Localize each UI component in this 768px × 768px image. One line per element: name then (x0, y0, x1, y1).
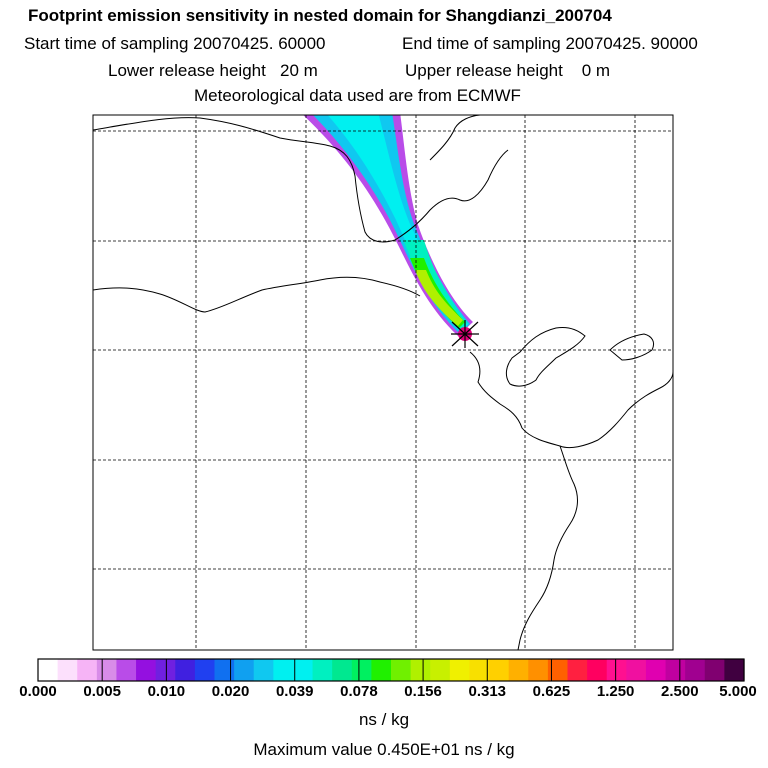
colorbar-tick-label: 5.000 (719, 683, 757, 700)
colorbar-cell (351, 659, 372, 681)
colorbar-cell (645, 659, 667, 681)
colorbar-cell (391, 659, 412, 681)
colorbar-frame (37, 658, 745, 682)
colorbar-cell (430, 659, 451, 681)
colorbar-tick-label: 0.000 (19, 683, 57, 700)
footprint-plume (303, 115, 473, 336)
receptor-star-icon (451, 320, 479, 348)
colorbar-tick-label: 1.250 (596, 683, 635, 700)
colorbar-cell (136, 659, 157, 681)
plume-band-yellow (415, 270, 463, 326)
colorbar-cell (587, 659, 608, 681)
colorbar-tick-label: 0.625 (532, 683, 571, 700)
colorbar-cell (273, 659, 294, 681)
met-data-source: Meteorological data used are from ECMWF (194, 86, 521, 105)
upper-release-height: Upper release height 0 m (405, 61, 611, 80)
colorbar-cell (38, 659, 59, 681)
coastline-north (93, 117, 509, 243)
peninsula (505, 327, 586, 387)
colorbar-cell (312, 659, 333, 681)
colorbar-cell (371, 659, 392, 681)
colorbar-cell (175, 659, 196, 681)
colorbar-tick-label: 0.005 (83, 683, 121, 700)
lower-release-height: Lower release height 20 m (108, 61, 318, 80)
colorbar-cell (449, 659, 471, 681)
colorbar-tick-label: 0.039 (275, 683, 314, 700)
sampling-end: End time of sampling 20070425. 90000 (402, 34, 698, 53)
colorbar-cell (469, 659, 490, 681)
coastline-bay (429, 115, 481, 161)
colorbar-cell (606, 659, 627, 681)
colorbar-cell (410, 659, 431, 681)
colorbar-cell (547, 659, 569, 681)
colorbar-cell (724, 659, 745, 681)
plot-title: Footprint emission sensitivity in nested… (28, 6, 612, 25)
colorbar-cell (685, 659, 706, 681)
colorbar-cell (116, 659, 137, 681)
colorbar-cell (253, 659, 274, 681)
colorbar-cell (528, 659, 549, 681)
colorbar-tick-label: 0.020 (211, 683, 250, 700)
map-frame (92, 114, 674, 651)
colorbar-cell (489, 659, 510, 681)
colorbar-cell (704, 659, 725, 681)
colorbar-tick-label: 0.010 (147, 683, 186, 700)
colorbar-cell (665, 659, 686, 681)
colorbar-tick-label: 0.156 (404, 683, 442, 700)
colorbar-cell (567, 659, 588, 681)
colorbar-cell (57, 659, 78, 681)
coastlines (93, 115, 673, 650)
coastline-southeast (517, 445, 578, 650)
border-west (93, 276, 421, 313)
maximum-value: Maximum value 0.450E+01 ns / kg (253, 740, 515, 759)
colorbar-cell (155, 659, 176, 681)
colorbar-cell (508, 659, 529, 681)
sampling-start: Start time of sampling 20070425. 60000 (24, 34, 326, 53)
colorbar-cell (77, 659, 98, 681)
island-east (609, 333, 655, 361)
colorbar-cell (96, 659, 118, 681)
colorbar-cell (626, 659, 647, 681)
colorbar-tick-label: 2.500 (661, 683, 699, 700)
colorbar-tick-label: 0.078 (340, 683, 378, 700)
graticule (93, 115, 673, 650)
colorbar-cell (332, 659, 353, 681)
colorbar-cell (234, 659, 255, 681)
colorbar-cell (292, 659, 314, 681)
colorbar-units: ns / kg (358, 710, 410, 729)
colorbar-cell (194, 659, 216, 681)
colorbar-tick-label: 0.313 (468, 683, 507, 700)
colorbar-cell (214, 659, 235, 681)
